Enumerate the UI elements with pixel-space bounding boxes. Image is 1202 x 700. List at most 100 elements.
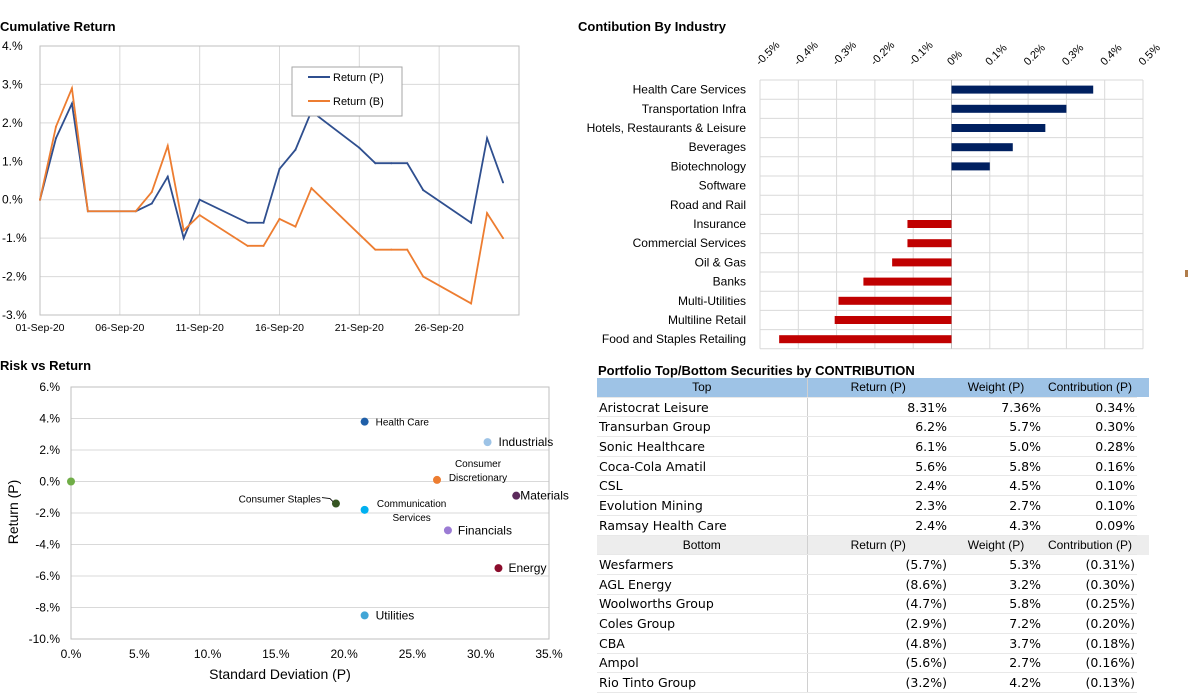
bar xyxy=(951,162,990,171)
data-point xyxy=(390,162,393,165)
table-row: Ramsay Health Care 2.4% 4.3% 0.09% xyxy=(597,515,1149,536)
table-row: Rio Tinto Group (3.2%) 4.2% (0.13%) xyxy=(597,672,1149,693)
table-cell: (5.7%) xyxy=(807,554,949,575)
table-cell: 5.8% xyxy=(949,594,1043,615)
point-label: Materials xyxy=(520,489,569,503)
table-cell: Weight (P) xyxy=(949,378,1043,398)
table-cell: CBA xyxy=(597,633,808,654)
category-label: Software xyxy=(699,179,747,193)
table-row: Coca-Cola Amatil 5.6% 5.8% 0.16% xyxy=(597,456,1149,477)
bar xyxy=(834,316,952,324)
table-cell: 5.6% xyxy=(807,456,949,477)
y-tick-label: 4.% xyxy=(39,412,60,426)
data-point xyxy=(70,87,73,90)
bar xyxy=(892,258,952,267)
bar xyxy=(951,85,1094,94)
y-tick-label: 2.% xyxy=(39,443,60,457)
legend-label: Return (B) xyxy=(333,96,384,108)
x-tick-label: 0.2% xyxy=(1022,42,1048,68)
series-line-1 xyxy=(39,84,504,305)
data-point xyxy=(262,244,265,247)
x-tick-label: 20.% xyxy=(330,647,358,661)
data-point xyxy=(486,212,489,215)
x-tick-label: 0.5% xyxy=(1137,42,1163,68)
scroll-marker[interactable] xyxy=(1185,270,1188,277)
table-cell: (4.8%) xyxy=(807,633,949,654)
table-cell: Bottom xyxy=(597,535,808,556)
data-point xyxy=(502,237,505,240)
table-cell: Transurban Group xyxy=(597,416,808,438)
y-tick-label: -2.% xyxy=(35,506,60,520)
y-tick-label: -3.% xyxy=(2,308,27,322)
table-cell: 6.2% xyxy=(807,416,949,438)
table-cell: Evolution Mining xyxy=(597,495,808,516)
data-point xyxy=(54,137,57,140)
bar xyxy=(907,239,952,248)
table-spacer xyxy=(1137,378,1149,398)
table-cell: Top xyxy=(597,378,808,398)
y-tick-label: 1.% xyxy=(2,154,23,168)
table-spacer xyxy=(1137,495,1149,516)
table-spacer xyxy=(1137,672,1149,693)
table-spacer xyxy=(1137,397,1149,417)
industry-contribution-title: Contibution By Industry xyxy=(578,19,727,34)
table-cell: 4.3% xyxy=(949,515,1043,536)
x-axis-title: Standard Deviation (P) xyxy=(209,666,351,682)
table-cell: (5.6%) xyxy=(807,653,949,674)
data-point xyxy=(150,202,153,205)
table-row: Wesfarmers (5.7%) 5.3% (0.31%) xyxy=(597,554,1149,575)
risk-return-chart: 6.%4.%2.%0.%-2.%-4.%-6.%-8.%-10.%0.% 5.% 1… xyxy=(5,380,569,682)
table-cell: (8.6%) xyxy=(807,574,949,595)
table-spacer xyxy=(1137,613,1149,634)
table-cell: 0.28% xyxy=(1043,436,1137,457)
point-label: Financials xyxy=(458,523,512,537)
table-header-row: Bottom Return (P) Weight (P) Contribution (… xyxy=(597,535,1149,556)
bar xyxy=(779,335,952,344)
table-cell: 0.09% xyxy=(1043,515,1137,536)
data-point xyxy=(294,148,297,151)
table-cell: 5.0% xyxy=(949,436,1043,457)
point-label: Consumer Discretionary xyxy=(449,459,507,484)
table-spacer xyxy=(1137,574,1149,595)
x-tick-label: -0.4% xyxy=(792,39,821,68)
table-cell: 2.4% xyxy=(807,475,949,497)
table-cell: Woolworths Group xyxy=(597,594,808,615)
scatter-point xyxy=(443,526,452,535)
top-bottom-securities-table: Top Return (P) Weight (P) Contribution (P) A… xyxy=(597,378,1149,693)
table-cell: 7.36% xyxy=(949,397,1043,418)
point-label: Health Care xyxy=(376,418,430,429)
category-label: Oil & Gas xyxy=(695,255,746,269)
table-cell: Coca-Cola Amatil xyxy=(597,456,808,477)
table-row: Sonic Healthcare 6.1% 5.0% 0.28% xyxy=(597,436,1149,457)
x-tick-label: -0.1% xyxy=(907,39,936,68)
data-point xyxy=(246,244,249,247)
table-cell: 4.5% xyxy=(949,475,1043,497)
category-label: Health Care Services xyxy=(633,83,746,97)
table-spacer xyxy=(1137,456,1149,476)
x-tick-label: 21-Sep-20 xyxy=(335,322,384,334)
y-tick-label: -6.% xyxy=(35,569,60,583)
table-row: CBA (4.8%) 3.7% (0.18%) xyxy=(597,633,1149,654)
point-label: Energy xyxy=(508,561,546,575)
data-point xyxy=(198,198,201,201)
table-cell: 0.10% xyxy=(1043,495,1137,516)
x-tick-label: 25.% xyxy=(399,647,427,661)
data-point xyxy=(278,217,281,220)
table-cell: (0.13%) xyxy=(1043,672,1137,693)
data-point xyxy=(166,175,169,178)
data-point xyxy=(182,229,185,232)
table-cell: 2.7% xyxy=(949,653,1043,674)
table-cell: Return (P) xyxy=(807,535,949,556)
data-point xyxy=(374,248,377,251)
scatter-point xyxy=(483,438,492,447)
y-tick-label: 3.% xyxy=(2,77,23,91)
y-tick-label: 0.% xyxy=(2,193,23,207)
data-point xyxy=(422,189,425,192)
table-cell: (0.31%) xyxy=(1043,554,1137,575)
table-row: Ampol (5.6%) 2.7% (0.16%) xyxy=(597,653,1149,674)
data-point xyxy=(406,248,409,251)
table-cell: 7.2% xyxy=(949,613,1043,634)
data-point xyxy=(486,137,489,140)
scatter-point xyxy=(360,505,369,514)
risk-return-title: Risk vs Return xyxy=(0,358,92,373)
